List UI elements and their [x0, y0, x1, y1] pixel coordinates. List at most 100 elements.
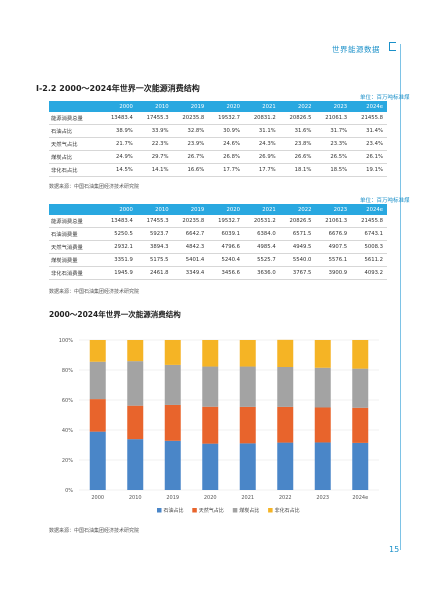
bar-segment: [164, 340, 181, 365]
bar-segment: [239, 406, 256, 444]
column-header: 2024e: [351, 204, 387, 215]
column-header: [49, 101, 102, 112]
table-consumption-share: 2000 2010 2019 2020 2021 2022 2023 2024e 能源消费总量 1…: [49, 101, 387, 177]
bar-segment: [164, 364, 181, 405]
table-row: 非化石占比 14.5% 14.1% 16.6% 17.7% 17.7% 18.1% 18.5%…: [49, 163, 387, 177]
running-header: 世界能源数据: [332, 45, 380, 54]
column-header: 2020: [208, 204, 244, 215]
table-cell: 31.1%: [244, 124, 280, 138]
table-row: 石油消费量 5250.5 5923.7 6642.7 6039.1 6384.0 6571.…: [49, 227, 387, 241]
table-cell: 3767.5: [279, 266, 316, 280]
y-tick-label: 40%: [62, 428, 73, 434]
table-row: 煤炭消费量 3351.9 5175.5 5401.4 5240.4 5525.7 5540.…: [49, 253, 387, 267]
table-cell: 2461.8: [136, 266, 173, 280]
column-header: 2022: [279, 101, 316, 112]
table-cell: 17.7%: [208, 163, 244, 177]
table-cell: 23.4%: [351, 137, 387, 151]
table-cell: 5250.5: [101, 227, 137, 241]
table-cell: 17455.3: [136, 112, 173, 125]
y-tick-label: 100%: [59, 338, 74, 344]
bar-segment: [202, 340, 219, 367]
table-row: 石油占比 38.9% 33.9% 32.8% 30.9% 31.1% 31.6% 31.7% 3…: [49, 124, 387, 138]
column-header: [49, 204, 102, 215]
y-tick-label: 80%: [62, 368, 73, 374]
column-header: 2020: [208, 101, 244, 112]
bar-segment: [164, 440, 181, 490]
legend-swatch: [268, 508, 273, 513]
table-cell: 26.8%: [208, 150, 244, 164]
bar-segment: [277, 442, 294, 490]
table-cell: 5525.7: [244, 253, 280, 267]
bar-segment: [277, 406, 294, 443]
bar-segment: [202, 366, 219, 407]
column-header: 2024e: [351, 101, 387, 112]
table-cell: 6676.9: [315, 227, 352, 241]
table-row: 煤炭占比 24.9% 29.7% 26.7% 26.8% 26.9% 26.6% 26.5% 2…: [49, 150, 387, 164]
column-header: 2000: [101, 204, 137, 215]
table-cell: 16.6%: [172, 163, 209, 177]
table-cell: 1945.9: [101, 266, 137, 280]
x-tick-label: 2023: [316, 495, 329, 501]
table-cell: 3349.4: [172, 266, 209, 280]
table-cell: 26.6%: [279, 150, 316, 164]
legend-swatch: [157, 508, 162, 513]
legend-label: 煤炭占比: [239, 507, 259, 514]
table-cell: 17.7%: [244, 163, 280, 177]
table-cell: 38.9%: [101, 124, 137, 138]
row-label: 天然气消费量: [49, 240, 102, 254]
table-cell: 5008.3: [351, 240, 387, 254]
table-cell: 6571.5: [279, 227, 316, 241]
bar-segment: [164, 404, 181, 441]
table2-source: 数据来源：中国石油集团经济技术研究院: [49, 289, 140, 295]
x-tick-label: 2024e: [352, 495, 368, 501]
table-row: 能源消费总量 13483.4 17455.3 20235.8 19532.7 20531.…: [49, 215, 387, 228]
table-cell: 31.4%: [351, 124, 387, 138]
table-cell: 3351.9: [101, 253, 137, 267]
row-label: 能源消费总量: [49, 112, 102, 125]
table-cell: 33.9%: [136, 124, 173, 138]
page-number: 15: [389, 545, 400, 554]
table-cell: 5611.2: [351, 253, 387, 267]
table-cell: 13483.4: [101, 112, 137, 125]
column-header: 2010: [136, 204, 173, 215]
table-cell: 23.3%: [315, 137, 352, 151]
table-cell: 5923.7: [136, 227, 173, 241]
bar-segment: [277, 339, 294, 367]
bar-segment: [352, 340, 369, 369]
bar-segment: [89, 361, 106, 400]
table-row: 能源消费总量 13483.4 17455.3 20235.8 19532.7 20831.…: [49, 112, 387, 125]
table-cell: 13483.4: [101, 215, 137, 228]
table-cell: 23.9%: [172, 137, 209, 151]
table-cell: 6039.1: [208, 227, 244, 241]
row-label: 能源消费总量: [49, 215, 102, 228]
legend-label: 石油占比: [164, 507, 184, 514]
table-cell: 4796.6: [208, 240, 244, 254]
table-cell: 5240.4: [208, 253, 244, 267]
bar-segment: [239, 443, 256, 490]
column-header: 2019: [172, 101, 209, 112]
y-tick-label: 20%: [62, 458, 73, 464]
table-cell: 18.5%: [315, 163, 352, 177]
table-cell: 4842.3: [172, 240, 209, 254]
column-header: 2023: [315, 101, 352, 112]
table1-source: 数据来源：中国石油集团经济技术研究院: [49, 184, 140, 190]
x-tick-label: 2022: [279, 495, 292, 501]
table-cell: 26.5%: [315, 150, 352, 164]
x-tick-label: 2019: [166, 495, 179, 501]
bar-segment: [89, 431, 106, 490]
bar-segment: [127, 361, 144, 406]
stacked-bar-chart: 0% 20% 40% 60% 80% 100% 2000 2010 2019 2020 2021 20…: [59, 338, 379, 514]
y-tick-label: 0%: [65, 488, 73, 494]
table-cell: 24.9%: [101, 150, 137, 164]
column-header: 2000: [101, 101, 137, 112]
table-row: 非化石消费量 1945.9 2461.8 3349.4 3456.6 3636.0 3767…: [49, 266, 387, 280]
bar-segment: [277, 367, 294, 407]
table-cell: 2932.1: [101, 240, 137, 254]
table-cell: 5401.4: [172, 253, 209, 267]
table-cell: 4907.5: [315, 240, 352, 254]
table-row: 天然气消费量 2932.1 3894.3 4842.3 4796.6 4985.4 4949…: [49, 240, 387, 254]
bar-segment: [127, 340, 144, 362]
table-cell: 26.9%: [244, 150, 280, 164]
table-cell: 19532.7: [208, 215, 244, 228]
table-cell: 19.1%: [351, 163, 387, 177]
